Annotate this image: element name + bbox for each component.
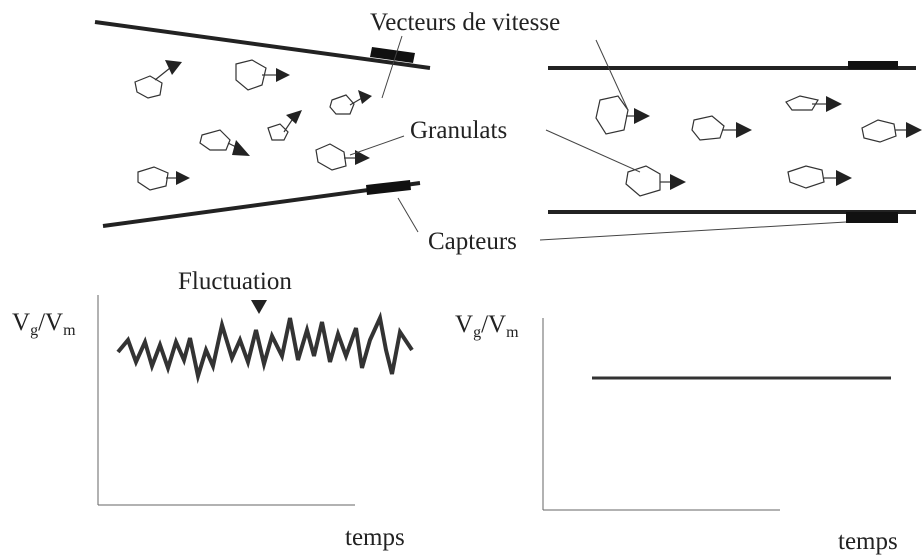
fluctuation-marker: [251, 300, 267, 314]
left-graph: Vg/Vm temps: [12, 295, 414, 551]
straight-pipe: [548, 61, 916, 223]
label-aggregates: Granulats: [410, 117, 507, 144]
y-axis-label: Vg/Vm: [455, 311, 519, 341]
y-axis-label: Vg/Vm: [12, 309, 76, 339]
x-axis-label: temps: [838, 528, 898, 555]
label-sensors: Capteurs: [428, 228, 517, 255]
label-fluctuation: Fluctuation: [178, 268, 292, 295]
converging-pipe: [94, 20, 431, 228]
x-axis-label: temps: [345, 524, 405, 551]
grains: [134, 59, 922, 197]
right-graph: Vg/Vm temps: [455, 311, 898, 555]
label-velocity-vectors: Vecteurs de vitesse: [370, 9, 560, 36]
leader-lines: [349, 35, 847, 241]
